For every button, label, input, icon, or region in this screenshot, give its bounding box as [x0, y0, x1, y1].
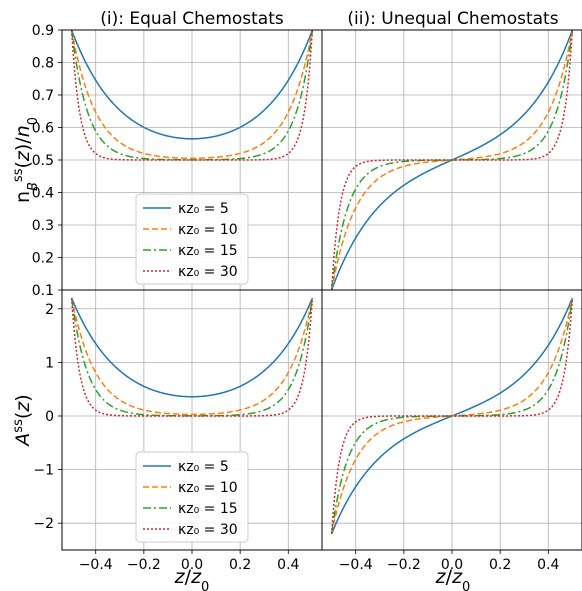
- y-tick-label: 0.7: [32, 88, 54, 104]
- legend-label-kz0-10: κz₀ = 10: [178, 222, 238, 238]
- legend-label-kz0-30: κz₀ = 30: [178, 522, 238, 538]
- series-line-kz0-15: [70, 297, 314, 417]
- legend-label-kz0-10: κz₀ = 10: [178, 480, 238, 496]
- panel-title-unequal: (ii): Unequal Chemostats: [347, 9, 558, 29]
- axes-frame-1-1: [321, 289, 582, 551]
- y-tick-label: 0.3: [32, 218, 54, 234]
- series-line-kz0-30: [70, 30, 314, 161]
- x-tick-label: 0.4: [277, 557, 299, 573]
- x-tick-label: 0.2: [489, 557, 511, 573]
- y-tick-label: 0.6: [32, 121, 54, 137]
- y-tick-label: 0.9: [32, 23, 54, 39]
- y-tick-label: 0.8: [32, 56, 54, 72]
- panel-title-equal: (i): Equal Chemostats: [100, 9, 284, 29]
- series-line-kz0-10: [330, 297, 574, 535]
- legend-label-kz0-30: κz₀ = 30: [178, 264, 238, 280]
- y-tick-label: −2: [33, 516, 54, 532]
- x-tick-label: 0.0: [441, 557, 463, 573]
- legend-label-kz0-15: κz₀ = 15: [178, 243, 238, 259]
- x-tick-label: 0.2: [229, 557, 251, 573]
- y-tick-label: 0.5: [32, 153, 54, 169]
- legend-label-kz0-15: κz₀ = 15: [178, 501, 238, 517]
- series-line-kz0-30: [330, 297, 574, 534]
- ylabel-affinity: Ass(z): [11, 394, 35, 447]
- y-tick-label: 0: [45, 409, 54, 425]
- y-tick-label: 0.2: [32, 251, 54, 267]
- legend: κz₀ = 5 κz₀ = 10 κz₀ = 15 κz₀ = 30: [135, 193, 249, 285]
- legend: κz₀ = 5 κz₀ = 10 κz₀ = 15 κz₀ = 30: [135, 451, 249, 543]
- x-tick-label: −0.4: [79, 557, 113, 573]
- y-tick-label: −1: [33, 463, 54, 479]
- series-line-kz0-5: [70, 297, 314, 398]
- x-tick-label: 0.4: [537, 557, 559, 573]
- series-line-kz0-15: [330, 297, 574, 535]
- x-tick-label: 0.0: [181, 557, 203, 573]
- x-tick-label: −0.2: [127, 557, 161, 573]
- x-tick-label: −0.4: [339, 557, 373, 573]
- y-tick-label: 2: [45, 302, 54, 318]
- series-line-kz0-10: [70, 297, 314, 416]
- legend-label-kz0-5: κz₀ = 5: [178, 201, 229, 217]
- legend-label-kz0-5: κz₀ = 5: [178, 459, 229, 475]
- y-tick-label: 0.1: [32, 283, 54, 299]
- series-line-kz0-10: [70, 30, 314, 159]
- series-line-kz0-30: [330, 30, 574, 290]
- x-tick-label: −0.2: [387, 557, 421, 573]
- y-tick-label: 0.4: [32, 186, 54, 202]
- series-line-kz0-5: [70, 30, 314, 140]
- series-line-kz0-30: [70, 297, 314, 417]
- y-tick-label: 1: [45, 355, 54, 371]
